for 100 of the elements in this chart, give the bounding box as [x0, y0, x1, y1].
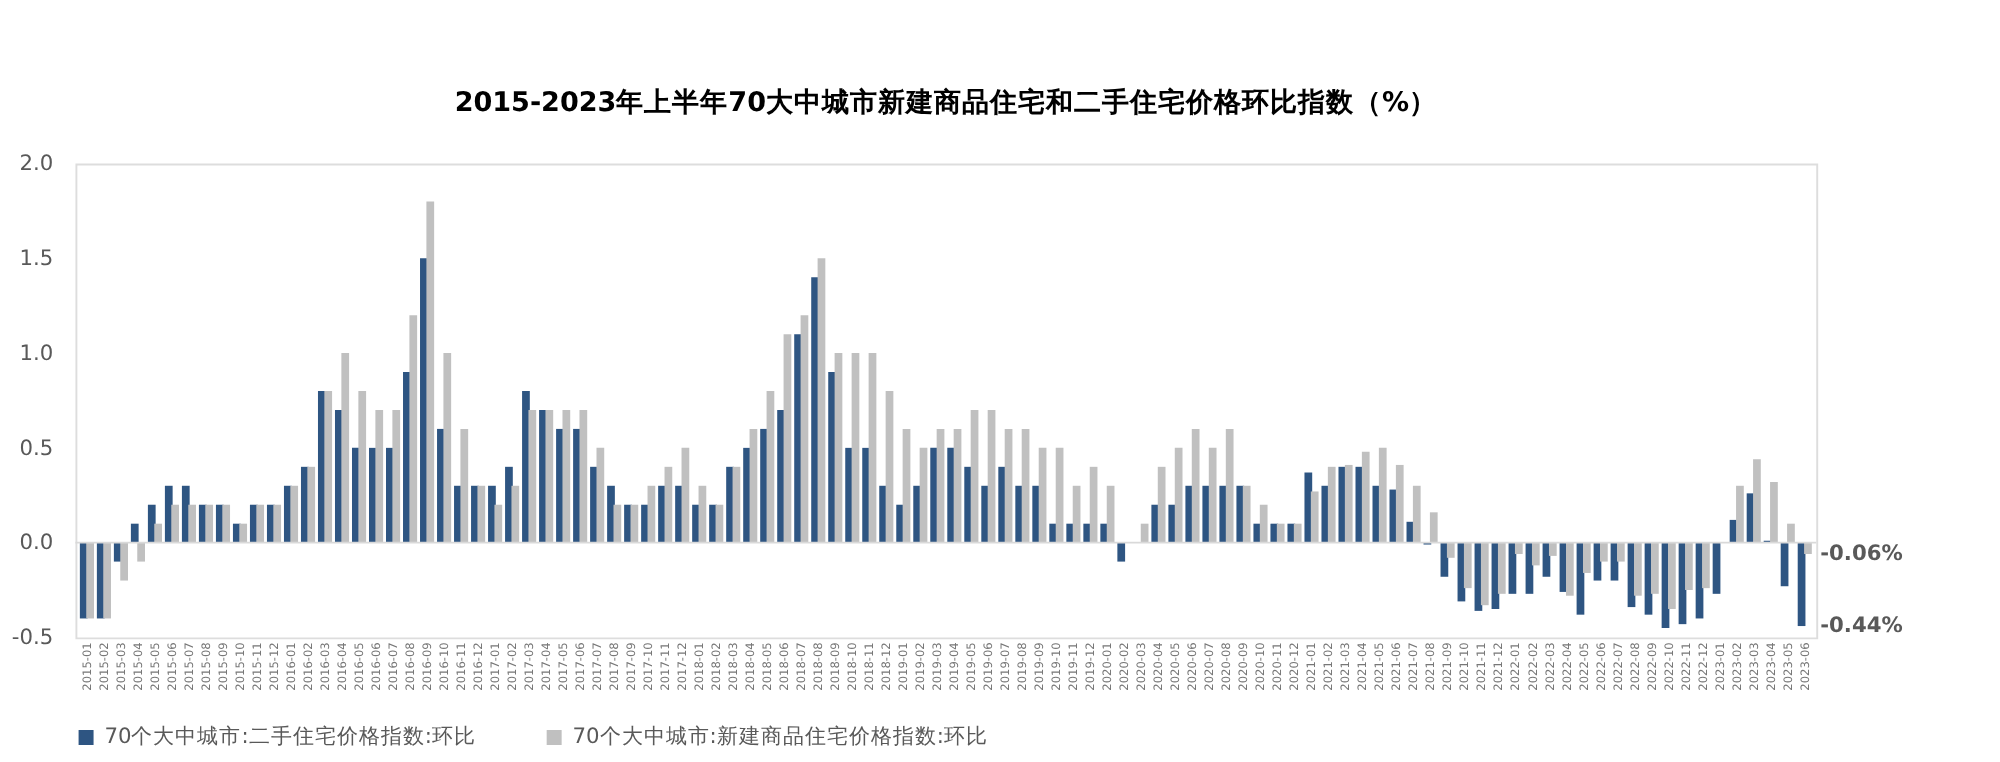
bar — [1531, 542, 1540, 566]
bar — [579, 409, 588, 543]
y-tick-label: 2.0 — [19, 150, 54, 177]
bar — [1327, 466, 1336, 543]
bar — [103, 542, 111, 619]
bar — [947, 447, 956, 543]
bar — [188, 504, 197, 543]
bar — [1514, 542, 1523, 555]
legend-label: 70个大中城市:新建商品住宅价格指数:环比 — [572, 723, 988, 750]
bar — [545, 409, 554, 543]
bar — [800, 315, 809, 543]
legend-label: 70个大中城市:二手住宅价格指数:环比 — [104, 723, 476, 750]
bar — [1480, 542, 1489, 606]
y-tick-label: -0.5 — [11, 624, 54, 651]
bar — [562, 409, 571, 543]
bar — [1651, 542, 1659, 594]
bar — [817, 258, 826, 543]
bar — [511, 485, 520, 543]
bar — [1225, 428, 1234, 543]
bar — [528, 409, 537, 543]
bar — [1293, 523, 1302, 543]
bar — [902, 428, 911, 543]
bar — [1702, 542, 1710, 589]
bar — [307, 466, 316, 543]
bar — [1599, 542, 1608, 562]
bar — [970, 409, 979, 543]
bar — [1242, 485, 1251, 543]
bar — [1446, 542, 1455, 558]
bar — [460, 428, 469, 543]
bar — [1191, 428, 1200, 543]
bar — [1259, 504, 1268, 543]
bar — [1668, 542, 1676, 609]
bar — [834, 353, 843, 543]
bar — [392, 409, 401, 543]
bar — [783, 334, 792, 543]
bar — [743, 447, 751, 543]
bar — [936, 428, 945, 543]
bar — [1055, 447, 1064, 543]
bar — [1565, 542, 1574, 596]
bar — [885, 391, 894, 543]
bar — [1429, 512, 1438, 543]
bar — [222, 504, 231, 543]
bar — [1616, 542, 1625, 562]
bar — [120, 542, 128, 581]
bar — [86, 542, 94, 619]
bar — [930, 447, 939, 543]
bar — [1685, 542, 1693, 591]
bar — [443, 353, 452, 543]
bar — [256, 504, 265, 543]
bar — [375, 409, 384, 543]
y-tick-label: 0.0 — [19, 529, 54, 556]
bar — [1174, 447, 1183, 543]
y-tick-label: 1.0 — [19, 339, 54, 366]
bar — [1378, 447, 1387, 543]
annotation: -0.44% — [1820, 611, 1904, 638]
bar — [1344, 464, 1353, 543]
bar — [811, 277, 819, 543]
bar — [851, 353, 860, 543]
bar — [749, 428, 758, 543]
bar — [681, 447, 690, 543]
bar — [1634, 542, 1642, 596]
bar — [766, 391, 775, 543]
bar — [171, 504, 180, 543]
bar — [1582, 542, 1591, 573]
bar — [1021, 428, 1030, 543]
bar — [1038, 447, 1047, 543]
bar — [494, 504, 503, 543]
bar — [1497, 542, 1506, 594]
bar — [794, 334, 802, 543]
bar — [1310, 491, 1319, 543]
bar — [1787, 523, 1795, 543]
bar — [1463, 542, 1472, 589]
bar — [1304, 472, 1313, 543]
bar — [137, 542, 145, 562]
bar — [1736, 485, 1744, 543]
bar — [1004, 428, 1013, 543]
bar — [1753, 459, 1761, 543]
bar — [358, 391, 367, 543]
bar — [1117, 542, 1126, 562]
bar — [1208, 447, 1217, 543]
bar — [1548, 542, 1557, 556]
bar — [409, 315, 418, 543]
bar — [1395, 464, 1404, 543]
bar — [426, 201, 435, 543]
bar — [953, 428, 962, 543]
bar — [324, 391, 333, 543]
bar — [239, 523, 248, 543]
annotation: -0.06% — [1820, 539, 1904, 566]
bar — [613, 504, 622, 543]
bar — [273, 504, 282, 543]
bar — [154, 523, 163, 543]
y-tick-label: 1.5 — [19, 245, 54, 272]
bar — [1770, 481, 1778, 543]
bar — [1276, 523, 1285, 543]
bar — [862, 447, 870, 543]
y-tick-label: 0.5 — [19, 434, 54, 461]
bar — [777, 409, 785, 543]
bar — [290, 485, 299, 543]
bar — [868, 353, 877, 543]
chart-title: 2015-2023年上半年70大中城市新建商品住宅和二手住宅价格环比指数（%） — [454, 85, 1438, 120]
